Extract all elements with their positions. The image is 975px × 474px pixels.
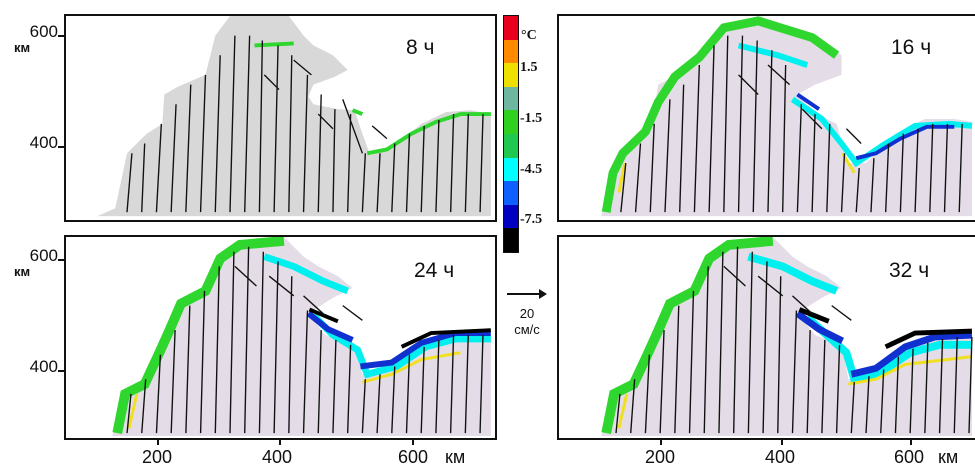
- x-tick-400-right: 400: [765, 447, 796, 467]
- x-tick-600-right: 600: [894, 447, 925, 467]
- land-mass: [97, 16, 491, 217]
- temperature-colorbar: [503, 15, 519, 253]
- x-tick-mark: [910, 440, 912, 445]
- colorbar-segment: [504, 63, 518, 88]
- map-16h: [601, 16, 973, 217]
- colorbar-label: -7.5: [520, 212, 543, 227]
- x-tick-mark: [279, 440, 281, 445]
- colorbar-segment: [504, 16, 518, 41]
- time-label: 8 ч: [406, 36, 435, 59]
- vector-scale-unit: см/с: [514, 322, 540, 337]
- colorbar-segment: [504, 157, 518, 182]
- ice-band-yellow: [127, 351, 461, 429]
- x-tick-mark: [157, 440, 159, 445]
- time-label: 24 ч: [414, 259, 455, 282]
- map-32h: [601, 237, 973, 437]
- x-unit-right: км: [938, 447, 959, 467]
- current-vectors: [620, 35, 963, 213]
- land-mass: [112, 237, 491, 437]
- y-tick-mark: [58, 259, 64, 261]
- map-24h: [112, 237, 491, 437]
- y-tick-mark: [58, 146, 64, 148]
- x-tick-200-right: 200: [645, 447, 676, 467]
- land-mass: [601, 237, 972, 437]
- colorbar-label: -4.5: [520, 162, 543, 177]
- ice-band-green: [601, 237, 774, 435]
- current-vectors: [615, 246, 973, 434]
- ice-band-blue: [796, 92, 955, 161]
- x-unit-left: км: [445, 447, 466, 467]
- ice-band-cyan: [263, 253, 491, 379]
- y-unit-bottom: км: [14, 264, 31, 279]
- colorbar-segment: [504, 228, 518, 253]
- y-tick-mark: [58, 370, 64, 372]
- colorbar-segment: [504, 204, 518, 229]
- colorbar-label: 1.5: [520, 60, 538, 75]
- colorbar-segment: [504, 134, 518, 159]
- ice-band-yellow: [617, 355, 973, 429]
- y-tick-600-bottom: 600: [29, 246, 58, 265]
- map-8h: [97, 16, 491, 217]
- panel-16h: 16 ч: [557, 14, 975, 222]
- x-tick-mark: [412, 440, 414, 445]
- colorbar-unit: °C: [521, 28, 537, 43]
- y-unit-top: км: [14, 40, 31, 55]
- panel-24h: 24 ч: [64, 235, 497, 440]
- colorbar-segment: [504, 181, 518, 206]
- colorbar-segment: [504, 39, 518, 64]
- panel-8h: 8 ч: [64, 14, 497, 222]
- x-tick-200-left: 200: [142, 447, 173, 467]
- x-tick-400-left: 400: [262, 447, 293, 467]
- time-label: 32 ч: [889, 259, 930, 282]
- colorbar-segment: [504, 86, 518, 111]
- x-tick-600-left: 600: [398, 447, 429, 467]
- y-tick-400-bottom: 400: [29, 357, 58, 376]
- colorbar-segment: [504, 110, 518, 135]
- x-tick-mark: [660, 440, 662, 445]
- ice-band-green: [112, 237, 285, 435]
- time-label: 16 ч: [891, 36, 932, 59]
- current-vectors: [126, 35, 484, 213]
- ice-band-green: [601, 16, 840, 213]
- colorbar-label: -1.5: [520, 111, 543, 126]
- ice-band-blue: [795, 310, 973, 378]
- vector-scale-value: 20: [519, 306, 535, 321]
- panel-32h: 32 ч: [557, 235, 975, 440]
- y-tick-600-top: 600: [29, 22, 58, 41]
- ice-band-black: [308, 307, 491, 349]
- y-tick-mark: [58, 35, 64, 37]
- current-vectors: [126, 246, 484, 434]
- vector-scale-arrow-icon: [507, 289, 547, 299]
- x-tick-mark: [781, 440, 783, 445]
- y-tick-400-top: 400: [29, 133, 58, 152]
